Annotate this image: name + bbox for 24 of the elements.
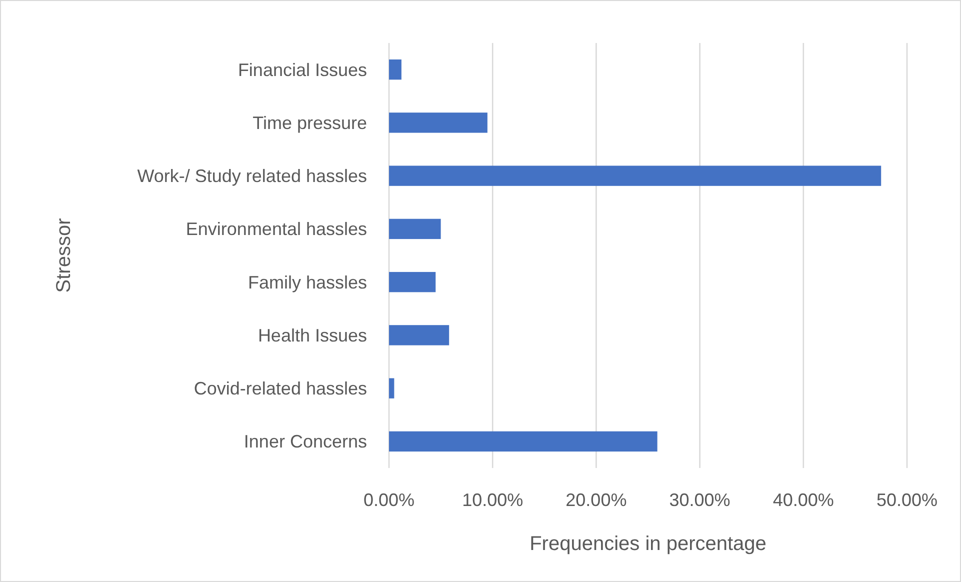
- bar: [389, 218, 441, 240]
- x-tick-label: 40.00%: [772, 490, 834, 510]
- y-axis-title: Stressor: [53, 218, 75, 293]
- y-tick-label: Time pressure: [252, 112, 367, 133]
- y-tick-label: Family hassles: [248, 272, 367, 292]
- y-tick-label: Covid-related hassles: [194, 378, 367, 399]
- y-tick-label: Work-/ Study related hassles: [137, 166, 367, 186]
- y-tick-label: Health Issues: [258, 325, 367, 346]
- bar: [389, 59, 402, 80]
- bar: [389, 166, 882, 186]
- x-tick-label: 50.00%: [876, 490, 938, 510]
- x-tick-label: 20.00%: [566, 490, 627, 510]
- bar: [389, 378, 394, 398]
- bar: [389, 431, 658, 452]
- x-tick-label: 0.00%: [363, 490, 415, 510]
- y-tick-label: Inner Concerns: [244, 432, 367, 452]
- x-tick-label: 10.00%: [462, 490, 524, 510]
- y-tick-label: Financial Issues: [238, 60, 367, 80]
- x-tick-label: 30.00%: [669, 490, 730, 510]
- y-tick-label: Environmental hassles: [186, 219, 367, 240]
- x-axis-title: Frequencies in percentage: [530, 533, 766, 555]
- bar: [389, 272, 436, 292]
- bar: [389, 112, 488, 133]
- bar: [389, 325, 450, 346]
